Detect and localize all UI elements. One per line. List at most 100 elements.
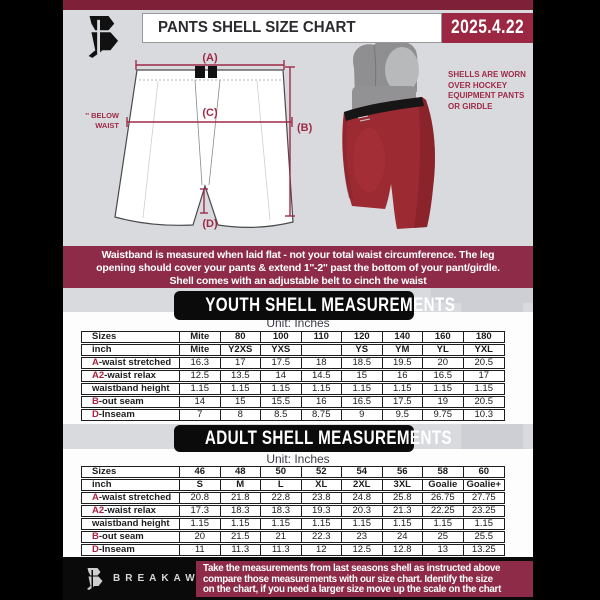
measure-c-line [126,117,293,127]
table-cell: 21.3 [383,506,423,516]
table-cell: 26.75 [423,493,464,503]
row-label: inch [82,345,180,355]
fly-right-line [208,79,221,186]
right-crease-line [256,80,271,221]
measure-b-line [285,66,295,217]
table-cell: 1.15 [383,384,423,394]
adult-section-heading: ADULT SHELL MEASUREMENTS [174,425,452,452]
table-cell: 1.15 [342,519,383,529]
belt-buckle-icon [195,66,205,78]
page-title: PANTS SHELL SIZE CHART [142,13,442,43]
table-row: Sizes Mite 80 100 110 120 140 160 180 [81,331,505,343]
table-cell: 16 [383,371,423,381]
left-crease-line [142,80,159,219]
table-row: waistband height 1.15 1.15 1.15 1.15 1.15 1.15… [81,518,505,530]
table-cell: Goalie [423,480,464,490]
table-cell: 22.25 [423,506,464,516]
youth-heading-text: YOUTH SHELL MEASUREMENTS [205,295,456,316]
table-cell: 18.5 [342,358,383,368]
table-cell: 16.5 [342,397,383,407]
date-text: 2025.4.22 [450,17,525,38]
table-cell: 48 [221,467,261,477]
table-cell: S [180,480,221,490]
table-cell: 9 [342,410,383,420]
table-cell: 20 [423,358,464,368]
table-cell: 16.5 [423,371,464,381]
table-cell: 100 [261,332,302,342]
table-row: waistband height 1.15 1.15 1.15 1.15 1.15 1.15… [81,383,505,395]
table-cell: 160 [423,332,464,342]
measure-d-line [200,188,208,214]
table-cell: 1.15 [342,384,383,394]
measurement-instructions-banner: Waistband is measured when laid flat - n… [63,246,533,288]
table-cell: 18.3 [221,506,261,516]
row-label: A2-waist relax [82,506,180,516]
table-cell: 13.25 [471,545,496,555]
measure-a-label: (A) [202,52,218,64]
table-cell: Y2XS [221,345,261,355]
table-cell: 15.5 [261,397,302,407]
table-cell: Mite [180,345,221,355]
table-cell: 1.15 [383,519,423,529]
table-cell: 18 [302,358,342,368]
table-cell: 17.5 [383,397,423,407]
row-label: A2-waist relax [82,371,180,381]
banner-line: Waistband is measured when laid flat - n… [101,249,495,261]
table-cell: 16.3 [180,358,221,368]
table-cell: 24 [383,532,423,542]
table-cell: 17.3 [180,506,221,516]
table-cell: 1.15 [261,384,302,394]
table-cell: 1.15 [302,384,342,394]
table-cell: 12 [302,545,342,555]
table-cell: 21.8 [221,493,261,503]
table-cell: 110 [302,332,342,342]
measure-b-label: (B) [297,122,313,134]
table-cell: 1.15 [474,384,494,394]
page-title-text: PANTS SHELL SIZE CHART [158,19,356,36]
table-cell: 54 [342,467,383,477]
table-row: D-Inseam 11 11.3 11.3 12 12.5 12.8 13 13.25 [81,544,505,556]
measure-d-label: (D) [202,218,218,230]
table-cell: 14 [180,397,221,407]
table-cell: 7 [180,410,221,420]
table-cell: 25.8 [383,493,423,503]
table-cell: 25.5 [474,532,494,542]
table-cell: XL [302,480,342,490]
row-label: A-waist stretched [82,358,180,368]
note-line: OR GIRDLE [448,101,493,111]
table-cell: 12.5 [180,371,221,381]
row-label: waistband height [82,384,180,394]
table-cell: Mite [180,332,221,342]
table-cell: 56 [383,467,423,477]
table-cell: 1.15 [221,519,261,529]
table-cell: YXS [261,345,302,355]
table-cell [302,345,342,355]
table-cell: 1.15 [221,384,261,394]
table-cell: 1.15 [302,519,342,529]
document: PANTS SHELL SIZE CHART 2025.4.22 (A) [63,0,533,600]
table-cell: 50 [261,467,302,477]
shell-highlight [353,128,385,192]
table-cell: 25 [423,532,464,542]
shell-shade-left [342,112,354,200]
table-row: A2-waist relax 17.3 18.3 18.3 19.3 20.3 21.3 22… [81,505,505,517]
table-cell: 1.15 [180,519,221,529]
youth-section-heading: YOUTH SHELL MEASUREMENTS [174,291,455,320]
row-label: Sizes [82,332,180,342]
table-cell: 14.5 [302,371,342,381]
table-cell: 11.3 [221,545,261,555]
table-cell: 46 [180,467,221,477]
table-cell: 17 [478,371,490,381]
table-cell: YXL [474,345,493,355]
table-cell: M [221,480,261,490]
table-row: A-waist stretched 16.3 17 17.5 18 18.5 19.5 20 2… [81,357,505,369]
table-cell: 22.8 [261,493,302,503]
table-cell: 23.8 [302,493,342,503]
row-label: D-Inseam [82,410,180,420]
table-cell: 19.3 [302,506,342,516]
row-label: B-out seam [82,397,180,407]
table-cell: YS [342,345,383,355]
table-cell: 8.75 [302,410,342,420]
adult-heading-text: ADULT SHELL MEASUREMENTS [204,428,453,449]
